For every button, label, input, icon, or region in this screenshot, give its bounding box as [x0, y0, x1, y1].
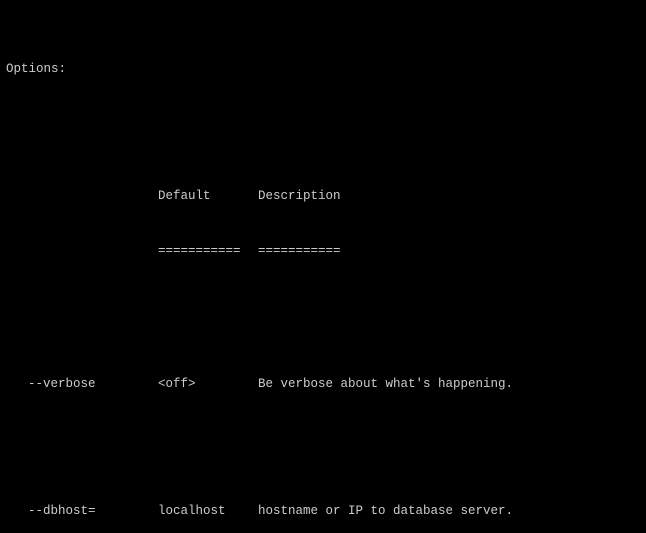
option-row: --dbhost= localhost hostname or IP to da…	[6, 502, 640, 520]
table-header-row: Default Description	[6, 187, 640, 205]
underline-description: ===========	[258, 242, 640, 260]
opt-description: Be verbose about what's happening.	[258, 375, 640, 393]
hdr-option	[6, 187, 158, 205]
hdr-default: Default	[158, 187, 258, 205]
option-row: --verbose <off> Be verbose about what's …	[6, 375, 640, 393]
table-underline-row: =========== ===========	[6, 242, 640, 260]
opt-default: <off>	[158, 375, 258, 393]
options-heading: Options:	[6, 60, 640, 78]
opt-flag: --dbhost=	[6, 502, 158, 520]
hdr-description: Description	[258, 187, 640, 205]
opt-flag: --verbose	[6, 375, 158, 393]
opt-default: localhost	[158, 502, 258, 520]
opt-description: hostname or IP to database server.	[258, 502, 640, 520]
underline-default: ===========	[158, 242, 258, 260]
terminal[interactable]: Options: Default Description ===========…	[0, 0, 646, 533]
